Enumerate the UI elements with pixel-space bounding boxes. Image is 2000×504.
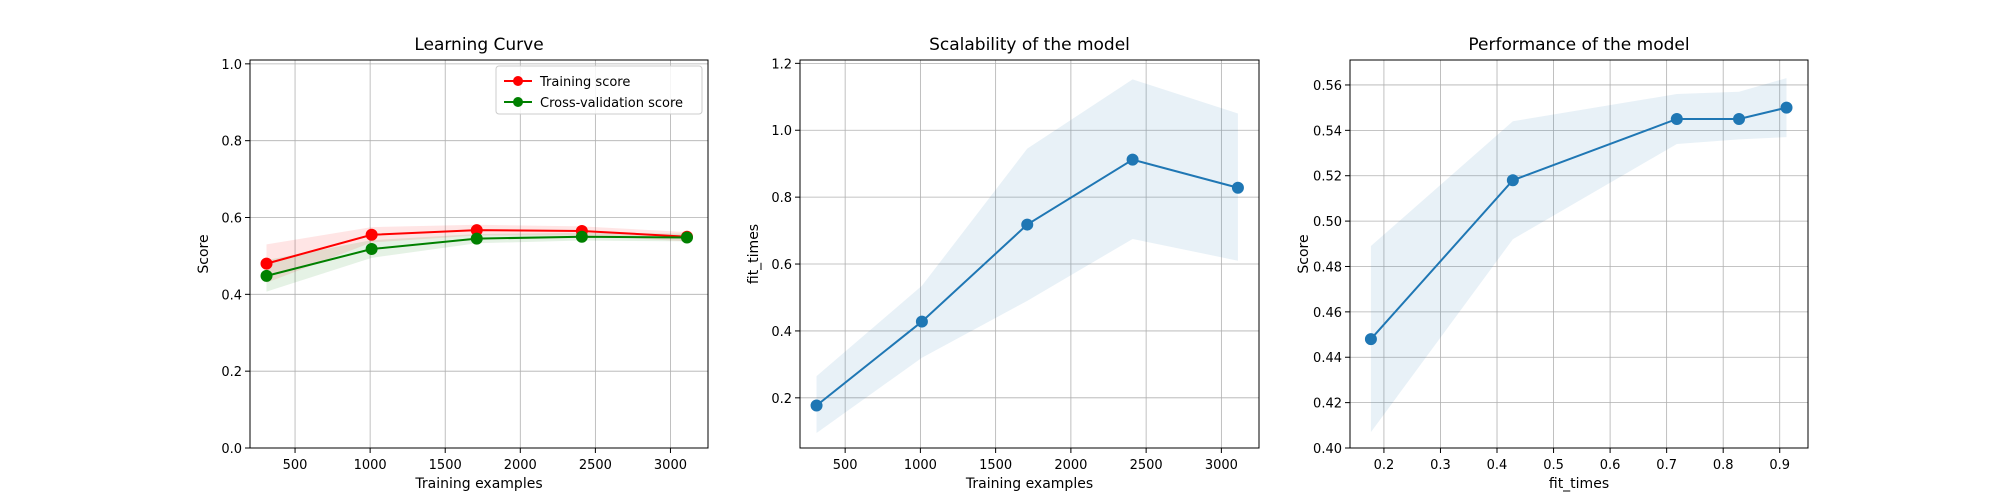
y-tick-label: 0.4 — [221, 288, 242, 303]
y-tick-label: 0.40 — [1313, 442, 1342, 457]
y-axis-label: fit_times — [746, 224, 762, 284]
x-tick-label: 0.8 — [1713, 458, 1734, 473]
x-tick-label: 0.4 — [1487, 458, 1508, 473]
data-point — [1126, 153, 1139, 166]
legend-box — [495, 65, 703, 115]
x-tick-label: 0.6 — [1600, 458, 1621, 473]
y-axis-label: Score — [196, 234, 212, 273]
y-tick-label: 1.2 — [771, 57, 792, 72]
data-point — [470, 232, 483, 245]
legend-swatch-marker — [513, 97, 523, 107]
data-point — [365, 243, 378, 256]
legend-entry: Training score — [539, 75, 630, 90]
axes-frame — [249, 59, 709, 449]
legend-swatch-marker — [513, 76, 523, 86]
x-tick-label: 0.9 — [1769, 458, 1790, 473]
x-tick-label: 1500 — [979, 458, 1012, 473]
data-point — [1231, 181, 1244, 194]
x-tick-label: 2500 — [1130, 458, 1163, 473]
y-tick-label: 1.0 — [771, 124, 792, 139]
x-tick-label: 3000 — [654, 458, 687, 473]
y-tick-label: 0.6 — [221, 212, 242, 227]
x-tick-label: 0.3 — [1430, 458, 1451, 473]
data-point — [260, 269, 273, 282]
y-tick-label: 0.42 — [1313, 397, 1342, 412]
x-tick-label: 2000 — [504, 458, 537, 473]
y-tick-label: 0.2 — [771, 392, 792, 407]
y-tick-label: 0.8 — [771, 191, 792, 206]
y-axis-label: Score — [1296, 234, 1312, 273]
data-point — [1506, 174, 1519, 187]
y-tick-label: 0.48 — [1313, 260, 1342, 275]
x-tick-label: 500 — [833, 458, 858, 473]
chart-title: Performance of the model — [1468, 35, 1689, 55]
data-point — [1733, 112, 1746, 125]
x-axis-label: fit_times — [1549, 476, 1609, 492]
y-tick-label: 0.44 — [1313, 351, 1342, 366]
y-tick-label: 0.6 — [771, 258, 792, 273]
y-tick-label: 0.2 — [221, 365, 242, 380]
x-tick-label: 2000 — [1054, 458, 1087, 473]
y-tick-label: 1.0 — [221, 58, 242, 73]
y-tick-label: 0.54 — [1313, 124, 1342, 139]
x-tick-label: 1000 — [354, 458, 387, 473]
y-tick-label: 0.8 — [221, 135, 242, 150]
legend-entry: Cross-validation score — [540, 96, 683, 111]
data-point — [680, 231, 693, 244]
axes-frame — [799, 59, 1260, 449]
data-point — [1364, 333, 1377, 346]
y-tick-label: 0.50 — [1313, 215, 1342, 230]
x-tick-label: 3000 — [1205, 458, 1238, 473]
data-point — [915, 315, 928, 328]
std-band — [1370, 78, 1787, 433]
data-point — [575, 230, 588, 243]
data-point — [260, 257, 273, 270]
chart-title: Scalability of the model — [929, 35, 1130, 55]
data-point — [365, 228, 378, 241]
x-tick-label: 0.2 — [1374, 458, 1395, 473]
std-band — [816, 79, 1238, 433]
x-tick-label: 0.7 — [1656, 458, 1677, 473]
data-point — [1780, 101, 1793, 114]
x-axis-label: Training examples — [965, 476, 1093, 492]
chart-title: Learning Curve — [414, 35, 543, 55]
scalability-axes: 500 1000 1500 2000 2500 3000 0.2 0.4 0.6 0.8 1.0 1.… — [746, 35, 1260, 492]
data-point — [1021, 218, 1034, 231]
performance-axes: 0.2 0.3 0.4 0.5 0.6 0.7 0.8 0.9 0.40 0.42 0.44 0.46… — [1296, 35, 1809, 492]
y-tick-label: 0.52 — [1313, 170, 1342, 185]
y-tick-label: 0.46 — [1313, 306, 1342, 321]
x-tick-label: 1500 — [429, 458, 462, 473]
legend: Training score Cross-validation score — [495, 65, 703, 115]
data-point — [1670, 112, 1683, 125]
x-tick-label: 1000 — [904, 458, 937, 473]
y-tick-label: 0.56 — [1313, 79, 1342, 94]
x-tick-label: 2500 — [579, 458, 612, 473]
x-tick-label: 0.5 — [1543, 458, 1564, 473]
y-tick-label: 0.0 — [221, 442, 242, 457]
learning-curve-axes: 500 1000 1500 2000 2500 3000 0.0 0.2 0.4 0.6 0.8 1.… — [196, 35, 709, 492]
x-axis-label: Training examples — [414, 476, 542, 492]
axes-frame — [1349, 59, 1809, 449]
data-point — [810, 399, 823, 412]
y-tick-label: 0.4 — [771, 325, 792, 340]
x-tick-label: 500 — [283, 458, 308, 473]
